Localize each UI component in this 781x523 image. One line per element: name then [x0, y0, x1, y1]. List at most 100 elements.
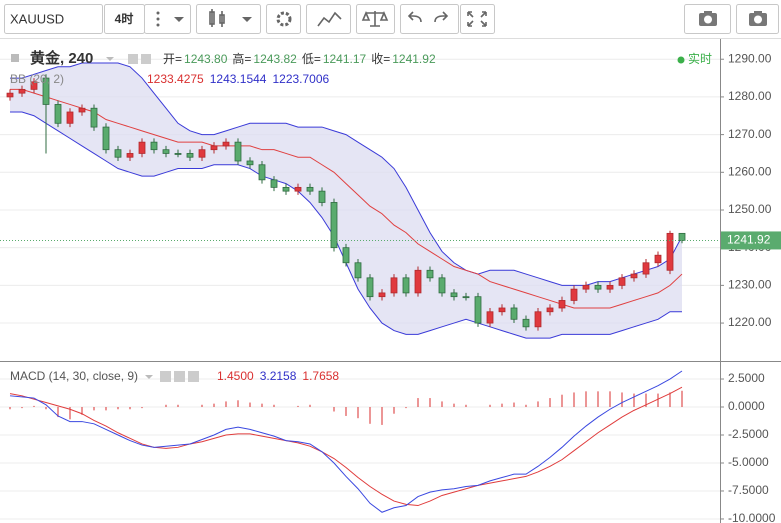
candle-body — [42, 77, 50, 105]
candle-body — [66, 111, 74, 124]
symbol: XAUUSD — [10, 11, 64, 26]
candle-body — [330, 202, 338, 249]
interval: 4时 — [115, 11, 134, 26]
gear-icon — [276, 11, 292, 27]
band-upper — [10, 62, 683, 286]
candle-body — [558, 300, 566, 309]
candle-body — [198, 149, 206, 158]
last-price-box — [721, 231, 781, 250]
undo-icon[interactable] — [407, 11, 422, 23]
macd-title: MACD (14, 30, close, 9) — [10, 369, 138, 383]
candle-body — [654, 254, 662, 264]
caret — [174, 17, 184, 22]
candle-body — [414, 269, 422, 294]
stat-label: 低= — [302, 52, 321, 66]
candle-body — [606, 284, 614, 290]
candle-body — [522, 318, 530, 328]
stat-label: 开= — [163, 52, 182, 66]
chart-title: 黄金, 240 — [30, 49, 93, 67]
candle-body — [150, 141, 158, 151]
indicators-button[interactable] — [306, 4, 351, 34]
candle-body — [366, 277, 374, 298]
candle-body — [498, 307, 506, 313]
undo-redo[interactable] — [400, 4, 459, 34]
candle-body — [186, 153, 194, 158]
y-tick-label: -10.0000 — [728, 511, 776, 523]
candle-body — [354, 262, 362, 279]
legend-value: 1243.1544 — [210, 72, 267, 86]
macd-line — [9, 370, 683, 513]
camera-icon — [699, 11, 717, 26]
legend-value: 1.4500 — [217, 369, 254, 383]
candle-body — [594, 284, 602, 290]
y-tick-label: 2.5000 — [728, 371, 765, 385]
candle-body — [678, 232, 686, 241]
symbol-box[interactable] — [4, 4, 103, 34]
candle-body — [666, 232, 674, 271]
stat-value: 1243.80 — [184, 52, 228, 66]
legend-value: 1.7658 — [302, 369, 339, 383]
y-tick-label: -2.5000 — [728, 427, 769, 441]
candle-body — [570, 288, 578, 301]
candle-body — [534, 311, 542, 328]
candle-body — [402, 277, 410, 294]
legend-value: 3.2158 — [260, 369, 297, 383]
stat-value: 1243.82 — [253, 52, 297, 66]
stat-value: 1241.92 — [392, 52, 436, 66]
legend-value: 1233.4275 — [147, 72, 204, 86]
candle-body — [438, 277, 446, 294]
realtime-dot — [677, 56, 685, 64]
y-tick-label: 1230.00 — [728, 278, 772, 292]
last-price-label: 1241.92 — [727, 233, 771, 247]
legend-value: 1223.7006 — [272, 72, 329, 86]
y-tick-label: 1260.00 — [728, 164, 772, 178]
y-tick-label: -7.5000 — [728, 483, 769, 497]
candle-body — [462, 296, 470, 299]
candle-body — [54, 104, 62, 124]
stat-value: 1241.17 — [323, 52, 367, 66]
scale-icon — [361, 10, 389, 27]
candle-body — [114, 149, 122, 158]
candle-body — [582, 284, 590, 290]
y-tick-label: 1250.00 — [728, 202, 772, 216]
caret — [106, 57, 114, 61]
candle-body — [270, 179, 278, 188]
y-tick-label: 1270.00 — [728, 127, 772, 141]
realtime: 实时 — [688, 51, 712, 66]
candle-body — [378, 292, 386, 298]
signal-line — [9, 386, 683, 507]
redo-icon[interactable] — [434, 11, 449, 23]
candle-body — [78, 107, 86, 113]
stat-label: 高= — [232, 51, 251, 66]
band-fill — [10, 62, 682, 339]
settings-button[interactable] — [266, 4, 301, 34]
candle-body — [6, 92, 14, 98]
candle-body — [90, 107, 98, 128]
candle-body — [318, 190, 326, 203]
plot — [0, 62, 720, 513]
candle-icon — [209, 9, 225, 27]
candle-body — [450, 292, 458, 298]
candle-body — [426, 269, 434, 279]
y-tick-label: 1290.00 — [728, 51, 772, 65]
toolbar: XAUUSD 4时 — [0, 0, 781, 39]
y-tick-label: -5.0000 — [728, 455, 769, 469]
candle-body — [162, 149, 170, 154]
candle-body — [510, 307, 518, 320]
caret — [145, 375, 153, 379]
main-legend: 黄金, 240 实时 BB (20, 2) MACD (14, 30, clos… — [10, 49, 712, 383]
candle-body — [294, 186, 302, 192]
candle-body — [258, 164, 266, 181]
candle-body — [222, 141, 230, 147]
interval-menu[interactable] — [144, 4, 191, 34]
y-tick-label: 1220.00 — [728, 315, 772, 329]
candle-body — [246, 160, 254, 166]
caret — [242, 17, 252, 22]
fullscreen-button[interactable] — [460, 4, 495, 34]
candle-body — [126, 153, 134, 158]
chart-style-button[interactable] — [196, 4, 261, 34]
band-middle — [10, 88, 683, 309]
stat-label: 收= — [371, 52, 390, 66]
grid: 1220.001230.001240.001250.001260.001270.… — [0, 51, 776, 523]
candle-body — [642, 262, 650, 275]
